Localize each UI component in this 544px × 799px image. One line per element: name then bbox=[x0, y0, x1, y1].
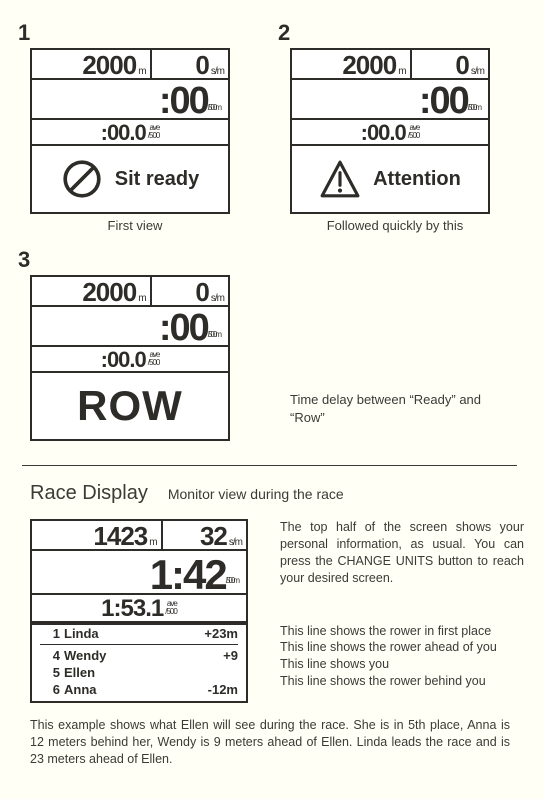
race-distance-unit: m bbox=[149, 537, 156, 548]
race-monitor: 1423 m 32 s/m 1:42 /500m 1:53.1 ave /500 bbox=[30, 519, 248, 703]
mon3-split: :00.0 bbox=[101, 347, 146, 373]
race-rate-unit: s/m bbox=[229, 537, 242, 548]
comp-pos: 6 bbox=[44, 682, 60, 697]
comp-delta: +23m bbox=[188, 626, 238, 641]
race-desc-top: The top half of the screen shows your pe… bbox=[280, 519, 524, 587]
comp-pos: 4 bbox=[44, 648, 60, 663]
comp-name: Wendy bbox=[64, 648, 188, 663]
mon3-rate: 0 bbox=[195, 277, 208, 308]
mon1-split-bot: /500 bbox=[148, 132, 160, 140]
competitor-row: 5 Ellen bbox=[32, 664, 246, 681]
race-line3: This line shows you bbox=[280, 656, 524, 673]
mon2-time-unit: /500m bbox=[468, 104, 480, 112]
mon1-status-text: Sit ready bbox=[115, 168, 199, 191]
competitor-row: 4 Wendy +9 bbox=[32, 647, 246, 664]
race-descriptions: The top half of the screen shows your pe… bbox=[280, 519, 524, 703]
mon1-distance-unit: m bbox=[138, 66, 145, 77]
race-time: 1:42 bbox=[150, 551, 226, 599]
race-distance: 1423 bbox=[93, 521, 147, 552]
mon2-caption: Followed quickly by this bbox=[290, 218, 500, 233]
monitor-2: 2000 m 0 s/m :00 /500m :00.0 ave bbox=[290, 48, 490, 214]
top-screens-grid: 1 2000 m 0 s/m :00 /500m :0 bbox=[30, 20, 524, 441]
mon2-distance-unit: m bbox=[398, 66, 405, 77]
race-line2: This line shows the rower ahead of you bbox=[280, 639, 524, 656]
comp-pos: 1 bbox=[44, 626, 60, 641]
mon3-time: :00 bbox=[159, 307, 208, 350]
warning-icon bbox=[319, 158, 361, 200]
race-title: Race Display bbox=[30, 482, 148, 505]
comp-name: Ellen bbox=[64, 665, 188, 680]
race-line1: This line shows the rower in first place bbox=[280, 623, 524, 640]
mon1-caption: First view bbox=[30, 218, 240, 233]
comp-delta: -12m bbox=[188, 682, 238, 697]
race-grid: 1423 m 32 s/m 1:42 /500m 1:53.1 ave /500 bbox=[30, 519, 524, 703]
comp-pos: 5 bbox=[44, 665, 60, 680]
section-divider bbox=[22, 465, 517, 466]
mon2-split-bot: /500 bbox=[408, 132, 420, 140]
race-split: 1:53.1 bbox=[101, 595, 163, 623]
mon2-status-text: Attention bbox=[373, 168, 461, 191]
mon1-rate: 0 bbox=[195, 50, 208, 81]
screen-2-block: 2 2000 m 0 s/m :00 /500m :0 bbox=[290, 20, 500, 233]
mon2-split: :00.0 bbox=[361, 120, 406, 146]
competitor-row: 1 Linda +23m bbox=[32, 625, 246, 642]
monitor-3: 2000 m 0 s/m :00 /500m :00.0 ave bbox=[30, 275, 230, 441]
race-time-unit: /500m bbox=[226, 577, 238, 585]
mon3-distance: 2000 bbox=[82, 277, 136, 308]
comp-name: Anna bbox=[64, 682, 188, 697]
mon3-rate-unit: s/m bbox=[211, 293, 224, 304]
no-entry-icon bbox=[61, 158, 103, 200]
race-line4: This line shows the rower behind you bbox=[280, 673, 524, 690]
mon3-split-bot: /500 bbox=[148, 359, 160, 367]
mon1-distance: 2000 bbox=[82, 50, 136, 81]
competitors-list: 1 Linda +23m 4 Wendy +9 5 Ellen 6 Anna -… bbox=[32, 623, 246, 701]
mon2-time: :00 bbox=[419, 80, 468, 123]
mon3-time-unit: /500m bbox=[208, 331, 220, 339]
race-split-bot: /500 bbox=[165, 608, 177, 616]
mon1-time-unit: /500m bbox=[208, 104, 220, 112]
mon3-distance-unit: m bbox=[138, 293, 145, 304]
competitor-row: 6 Anna -12m bbox=[32, 681, 246, 701]
comp-name: Linda bbox=[64, 626, 188, 641]
screen-2-number: 2 bbox=[278, 20, 500, 46]
race-rate: 32 bbox=[200, 521, 227, 552]
screen-1-number: 1 bbox=[18, 20, 240, 46]
mon2-rate-unit: s/m bbox=[471, 66, 484, 77]
comp-delta bbox=[188, 665, 238, 680]
mon1-time: :00 bbox=[159, 80, 208, 123]
comp-delta: +9 bbox=[188, 648, 238, 663]
race-title-row: Race Display Monitor view during the rac… bbox=[30, 482, 524, 505]
mon1-rate-unit: s/m bbox=[211, 66, 224, 77]
race-line-descriptions: This line shows the rower in first place… bbox=[280, 623, 524, 691]
screen-3-number: 3 bbox=[18, 247, 240, 273]
comp-divider bbox=[40, 644, 238, 645]
screen-1-block: 1 2000 m 0 s/m :00 /500m :0 bbox=[30, 20, 240, 233]
mon1-split: :00.0 bbox=[101, 120, 146, 146]
screen-3-block: 3 2000 m 0 s/m :00 /500m :0 bbox=[30, 247, 240, 441]
mon3-status-text: ROW bbox=[77, 382, 183, 430]
mon2-distance: 2000 bbox=[342, 50, 396, 81]
mon2-rate: 0 bbox=[455, 50, 468, 81]
monitor-1: 2000 m 0 s/m :00 /500m :00.0 ave bbox=[30, 48, 230, 214]
race-subtitle: Monitor view during the race bbox=[168, 486, 344, 502]
race-footer-note: This example shows what Ellen will see d… bbox=[30, 717, 510, 768]
mon3-side-caption: Time delay between “Ready” and “Row” bbox=[290, 391, 500, 441]
